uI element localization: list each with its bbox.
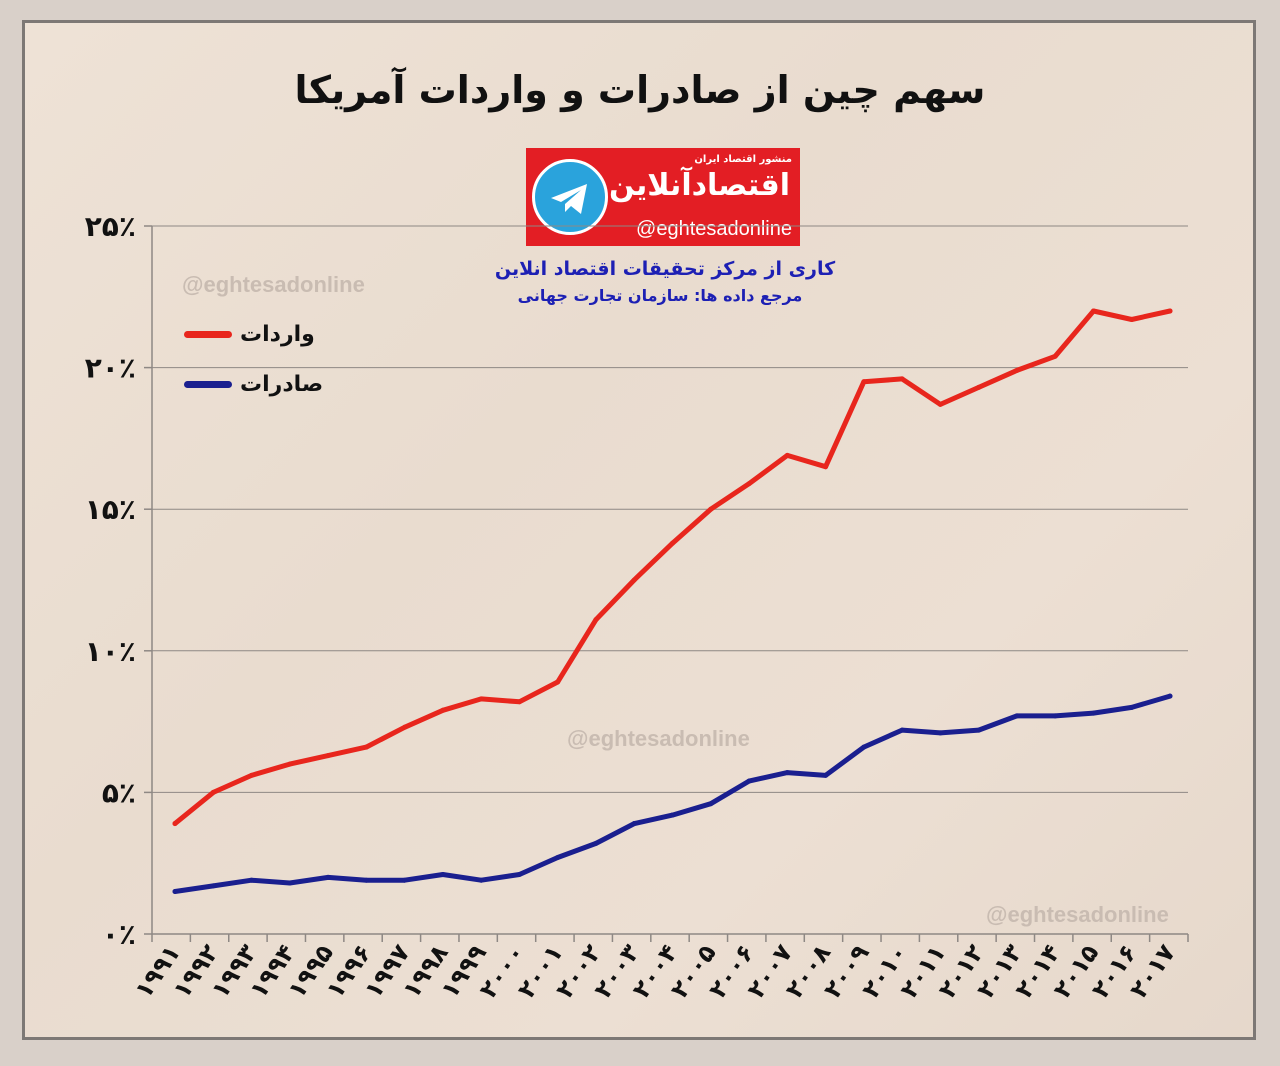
data-point-exports xyxy=(593,840,599,846)
y-tick-label: ۰٪ xyxy=(102,918,136,951)
data-point-exports xyxy=(670,812,675,818)
brand-logo[interactable]: منشور اقتصاد ایران اقتصادآنلاین @eghtesa… xyxy=(526,148,800,246)
y-tick-label: ۵٪ xyxy=(102,776,136,809)
y-tick-label: ۱۰٪ xyxy=(85,635,136,668)
data-point-imports xyxy=(631,577,637,583)
series-line-imports xyxy=(172,308,1173,827)
data-point-exports xyxy=(210,883,216,889)
data-point-exports xyxy=(631,821,637,827)
data-point-exports xyxy=(325,874,331,880)
data-point-exports xyxy=(1129,704,1135,710)
data-point-imports xyxy=(784,452,790,458)
logo-handle: @eghtesadonline xyxy=(636,218,792,240)
data-point-imports xyxy=(1052,353,1058,359)
legend-label-imports: واردات xyxy=(240,322,315,347)
data-point-imports xyxy=(1129,316,1135,322)
watermark: @eghtesadonline xyxy=(567,726,750,751)
data-point-exports xyxy=(555,855,561,861)
chart-title: سهم چین از صادرات و واردات آمریکا xyxy=(294,68,986,112)
data-point-exports xyxy=(363,877,369,883)
data-point-exports xyxy=(1167,693,1173,699)
data-point-imports xyxy=(746,481,752,487)
data-point-exports xyxy=(746,778,752,784)
data-point-imports xyxy=(976,384,982,390)
data-point-imports xyxy=(823,464,829,470)
source-line: مرجع داده ها: سازمان تجارت جهانی xyxy=(517,286,803,305)
data-point-imports xyxy=(325,753,331,759)
data-point-imports xyxy=(1014,367,1020,373)
logo-brand-name: اقتصادآنلاین xyxy=(609,168,791,203)
data-point-exports xyxy=(172,889,178,895)
data-point-imports xyxy=(555,679,561,685)
legend-item-exports: صادرات xyxy=(184,372,323,397)
data-point-imports xyxy=(899,376,905,382)
data-point-exports xyxy=(861,744,867,750)
data-point-exports xyxy=(402,877,408,883)
data-point-exports xyxy=(478,877,484,883)
y-tick-label: ۲۰٪ xyxy=(85,352,136,385)
data-point-exports xyxy=(784,770,790,776)
y-tick-label: ۱۵٪ xyxy=(85,493,136,526)
data-point-exports xyxy=(1090,710,1096,716)
data-point-exports xyxy=(1052,713,1058,719)
legend-item-imports: واردات xyxy=(184,322,315,347)
logo-tagline: منشور اقتصاد ایران xyxy=(694,154,792,165)
credit-line: کاری از مرکز تحقیقات اقتصاد انلاین xyxy=(494,258,836,280)
data-point-exports xyxy=(287,880,293,886)
data-point-imports xyxy=(1167,308,1173,314)
data-point-exports xyxy=(823,772,829,778)
data-point-exports xyxy=(976,727,982,733)
data-point-exports xyxy=(1014,713,1020,719)
data-point-imports xyxy=(402,724,408,730)
data-point-imports xyxy=(670,540,675,546)
telegram-icon xyxy=(532,159,608,235)
legend-swatch-imports xyxy=(184,331,232,338)
data-point-imports xyxy=(861,379,867,385)
data-point-imports xyxy=(708,506,714,512)
series-line-exports xyxy=(172,693,1173,894)
data-point-imports xyxy=(363,744,369,750)
data-point-imports xyxy=(440,707,446,713)
data-point-imports xyxy=(172,821,178,827)
data-point-imports xyxy=(210,789,216,795)
data-point-imports xyxy=(593,617,599,623)
data-point-imports xyxy=(249,772,255,778)
data-point-imports xyxy=(287,761,293,767)
data-point-imports xyxy=(516,699,522,705)
data-point-imports xyxy=(478,696,484,702)
data-point-exports xyxy=(516,872,522,878)
watermark: @eghtesadonline xyxy=(986,902,1169,927)
data-point-exports xyxy=(440,872,446,878)
legend-swatch-exports xyxy=(184,381,232,388)
data-point-exports xyxy=(899,727,905,733)
data-point-exports xyxy=(708,801,714,807)
watermark: @eghtesadonline xyxy=(182,272,365,297)
data-point-imports xyxy=(937,401,943,407)
legend-label-exports: صادرات xyxy=(240,372,324,397)
data-point-imports xyxy=(1090,308,1096,314)
data-point-exports xyxy=(937,730,943,736)
y-tick-label: ۲۵٪ xyxy=(85,210,136,243)
data-point-exports xyxy=(249,877,255,883)
